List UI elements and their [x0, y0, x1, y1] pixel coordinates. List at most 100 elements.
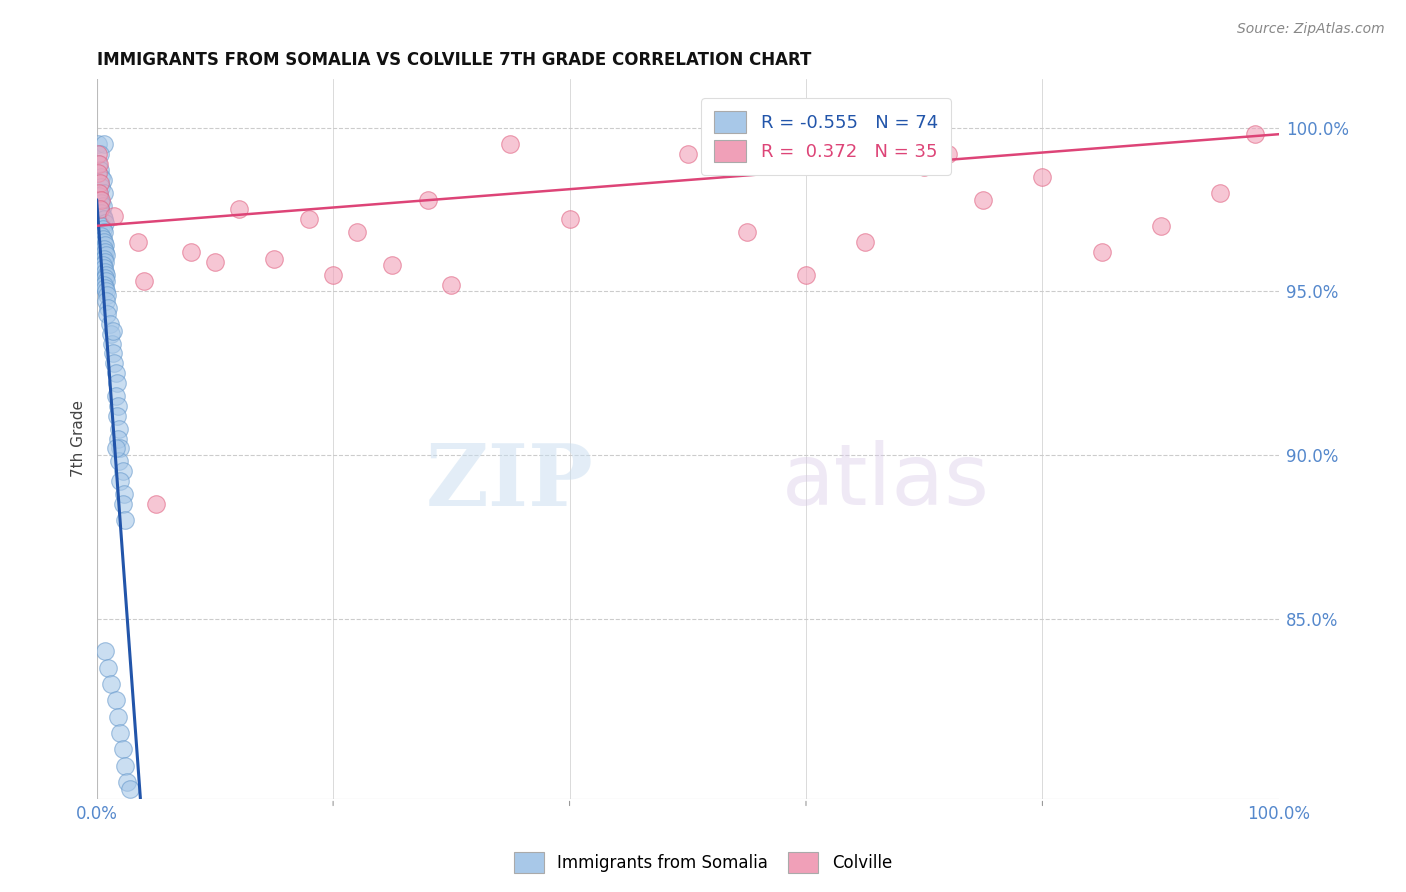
- Point: [90, 228, 112, 243]
- Point: [93, 186, 115, 200]
- Point: [94, 275, 117, 289]
- Point: [107, 399, 129, 413]
- Point: [107, 432, 129, 446]
- Point: [94, 255, 117, 269]
- Point: [90, 169, 112, 184]
- Text: ZIP: ZIP: [426, 440, 593, 524]
- Point: [97, 660, 120, 674]
- Point: [440, 277, 463, 292]
- Point: [89, 176, 111, 190]
- Point: [322, 268, 344, 282]
- Point: [101, 336, 124, 351]
- Y-axis label: 7th Grade: 7th Grade: [72, 400, 86, 477]
- Point: [127, 235, 149, 250]
- Point: [676, 146, 699, 161]
- Point: [94, 285, 117, 299]
- Point: [794, 268, 817, 282]
- Point: [94, 238, 117, 252]
- Point: [90, 193, 112, 207]
- Point: [94, 644, 117, 658]
- Point: [90, 179, 112, 194]
- Point: [204, 255, 226, 269]
- Point: [132, 275, 155, 289]
- Point: [104, 366, 127, 380]
- Point: [1244, 127, 1267, 141]
- Point: [94, 268, 117, 282]
- Point: [96, 287, 118, 301]
- Point: [263, 252, 285, 266]
- Point: [98, 317, 121, 331]
- Point: [416, 193, 439, 207]
- Point: [87, 186, 110, 200]
- Point: [91, 258, 114, 272]
- Point: [89, 202, 111, 217]
- Point: [1031, 169, 1053, 184]
- Point: [103, 324, 125, 338]
- Text: atlas: atlas: [782, 441, 990, 524]
- Point: [93, 226, 115, 240]
- Point: [180, 245, 202, 260]
- Point: [93, 277, 115, 292]
- Point: [94, 245, 117, 260]
- Point: [1150, 219, 1173, 233]
- Point: [110, 726, 132, 740]
- Point: [91, 173, 114, 187]
- Point: [118, 781, 141, 796]
- Point: [1209, 186, 1232, 200]
- Legend: R = -0.555   N = 74, R =  0.372   N = 35: R = -0.555 N = 74, R = 0.372 N = 35: [702, 98, 950, 175]
- Point: [94, 248, 117, 262]
- Point: [105, 409, 128, 423]
- Point: [97, 301, 120, 315]
- Point: [89, 146, 111, 161]
- Point: [100, 677, 122, 691]
- Point: [117, 775, 139, 789]
- Point: [346, 226, 368, 240]
- Point: [93, 136, 115, 151]
- Point: [735, 226, 758, 240]
- Point: [298, 212, 321, 227]
- Point: [89, 163, 111, 178]
- Point: [100, 326, 122, 341]
- Point: [114, 513, 136, 527]
- Point: [94, 294, 117, 309]
- Point: [103, 346, 125, 360]
- Point: [111, 464, 134, 478]
- Point: [93, 261, 115, 276]
- Point: [112, 487, 135, 501]
- Point: [108, 454, 131, 468]
- Point: [111, 742, 134, 756]
- Point: [111, 497, 134, 511]
- Point: [91, 199, 114, 213]
- Point: [499, 136, 522, 151]
- Point: [381, 258, 404, 272]
- Point: [103, 356, 125, 370]
- Point: [87, 136, 110, 151]
- Point: [108, 422, 131, 436]
- Point: [87, 189, 110, 203]
- Point: [96, 307, 118, 321]
- Point: [94, 216, 117, 230]
- Point: [90, 195, 112, 210]
- Point: [94, 271, 117, 285]
- Point: [89, 202, 111, 217]
- Point: [93, 235, 115, 250]
- Point: [90, 219, 112, 233]
- Point: [87, 156, 110, 170]
- Point: [110, 474, 132, 488]
- Point: [110, 442, 132, 456]
- Text: Source: ZipAtlas.com: Source: ZipAtlas.com: [1237, 22, 1385, 37]
- Point: [105, 376, 128, 390]
- Point: [558, 212, 581, 227]
- Point: [936, 146, 959, 161]
- Point: [107, 709, 129, 723]
- Point: [93, 252, 115, 266]
- Point: [853, 235, 876, 250]
- Point: [972, 193, 994, 207]
- Point: [91, 232, 114, 246]
- Point: [104, 442, 127, 456]
- Legend: Immigrants from Somalia, Colville: Immigrants from Somalia, Colville: [508, 846, 898, 880]
- Point: [93, 242, 115, 256]
- Point: [94, 281, 117, 295]
- Point: [1090, 245, 1112, 260]
- Point: [91, 209, 114, 223]
